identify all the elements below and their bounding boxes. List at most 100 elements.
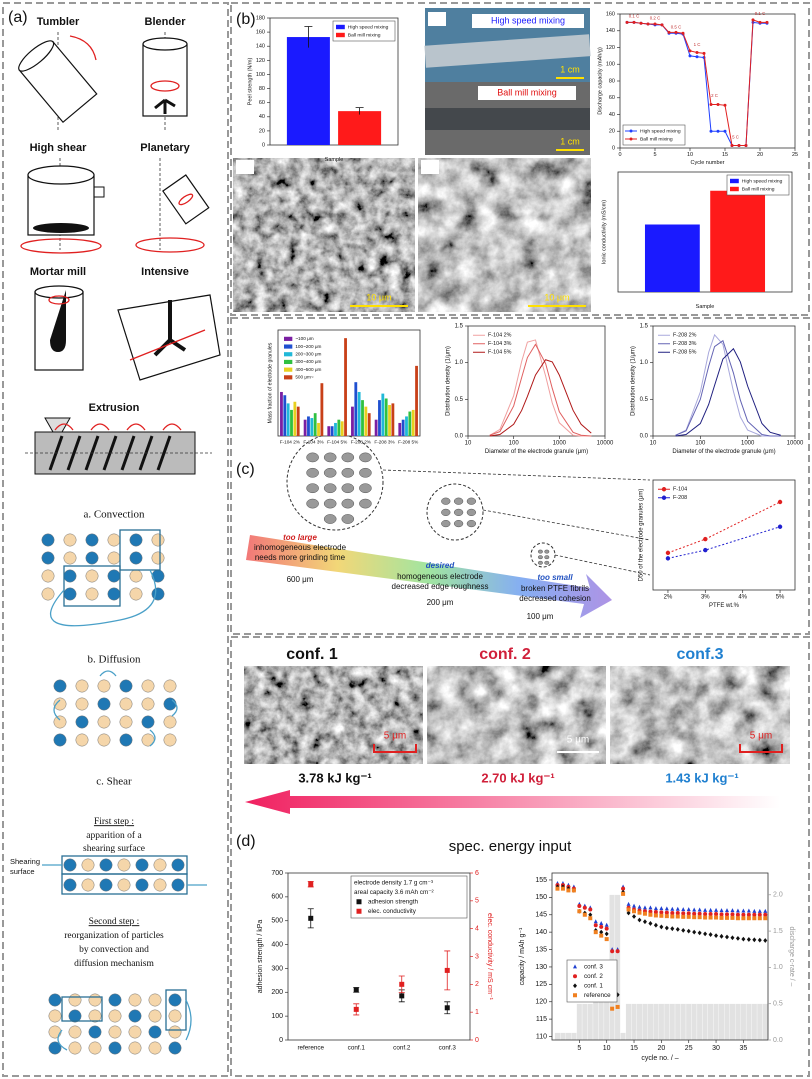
marker [664,910,669,915]
legend-marker [356,908,362,914]
y-tick-label: 400 [271,941,283,948]
schematic-heading: desired [426,561,456,570]
marker [757,937,762,943]
marker [730,908,735,913]
marker [763,916,768,921]
marker [692,915,697,920]
marker [730,915,735,920]
marker [660,23,664,27]
marker [577,909,582,914]
particle [119,715,133,729]
particle [148,993,162,1007]
marker [664,906,669,911]
particle [68,1009,82,1023]
marker [308,915,314,921]
marker [648,921,653,926]
marker [610,949,615,954]
marker [681,911,686,916]
marker [741,912,746,917]
panel-label: (a) [8,9,28,26]
marker [708,915,713,920]
marker [708,932,713,937]
marker [593,923,598,928]
energy-arrow [245,790,780,814]
marker [686,914,691,919]
particle [97,715,111,729]
particle [128,1041,142,1055]
x-tick-label: 5 [653,152,656,158]
mixer-label: Intensive [141,266,189,278]
conf-label: conf.3 [676,646,723,663]
step-text: reorganization of particles [64,930,164,941]
series-line [489,343,592,437]
c-rate-bar [565,1032,572,1041]
particle [141,679,155,693]
shearing-surface-label: Shearing [10,857,40,866]
marker [632,909,637,914]
particle [63,587,77,601]
marker [599,929,604,935]
particle [85,569,99,583]
panel-d-border [230,636,810,1077]
marker [686,911,691,916]
bar [384,398,388,436]
marker [444,967,450,973]
y-tick-label: 145 [535,912,547,919]
legend-label: conf. 1 [584,982,603,989]
legend-label: F-104 2% [488,333,512,339]
schematic-size: 600 μm [287,575,314,584]
marker [632,20,636,24]
x-tick-label: 4% [738,595,747,601]
marker [353,1006,359,1012]
marker [604,922,609,927]
x-tick-label: conf.3 [439,1045,457,1052]
y2-tick-label: 6 [475,870,479,877]
legend-swatch [284,359,293,365]
granule-particle [538,560,543,565]
y-tick-label: 140 [606,28,615,34]
x-tick-label: 30 [712,1045,720,1052]
y-tick-label: 0.5 [640,397,649,403]
particle [171,858,185,872]
panel-label: (b) [236,11,256,28]
particle [148,1041,162,1055]
bar [280,391,283,436]
marker [648,905,653,910]
marker [703,907,708,912]
c-rate-bar [631,1003,637,1041]
y-axis-label: Mass fraction of electrode granules [267,342,273,423]
marker [555,886,560,891]
x-tick-label: 5% [776,595,785,601]
legend-label: F-208 [673,495,687,501]
y-axis-label: Discharge capacity (mAh/g) [597,47,603,115]
legend-label: F-104 5% [488,350,512,356]
particle [129,551,143,565]
x-tick-label: 25 [685,1045,693,1052]
x-tick-label: 10 [687,152,693,158]
marker [686,928,691,934]
marker [714,915,719,920]
marker [659,906,664,911]
marker [730,912,735,917]
granule-particle [341,498,355,509]
panel-a: (a) Tumbler Blender High shear Planetary… [8,9,221,1055]
photo-label: Ball mill mixing [497,87,557,97]
marker [599,933,604,938]
marker [719,912,724,917]
legend-marker [629,137,633,141]
marker [752,916,757,921]
legend-swatch [284,375,293,380]
mixer-label: Blender [145,16,187,28]
y-tick-label: 300 [271,965,283,972]
c-rate-bar [647,1003,654,1041]
grid-frames [42,529,207,1051]
marker [746,916,751,921]
legend-marker [573,983,577,989]
marker [708,907,713,912]
marker [735,912,740,917]
marker [716,102,720,106]
y2-tick-label: 2.0 [773,892,783,899]
schematic-text: broken PTFE fibrils [521,584,589,593]
